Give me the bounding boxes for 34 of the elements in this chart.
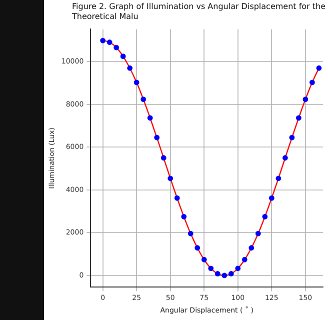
point: [309, 80, 315, 86]
point: [127, 65, 133, 71]
point: [100, 38, 106, 44]
chart-title: Figure 2. Graph of Illumination vs Angular Displacement for the Theoretical Malu: [71, 1, 327, 22]
point: [194, 245, 200, 251]
point: [208, 266, 214, 272]
point: [289, 134, 295, 140]
point: [140, 96, 146, 102]
point: [147, 115, 153, 121]
point: [120, 54, 126, 60]
point: [296, 115, 302, 121]
point: [255, 230, 261, 236]
point: [302, 96, 308, 102]
point: [154, 134, 160, 140]
point: [316, 65, 322, 71]
point: [235, 266, 241, 272]
point: [114, 44, 120, 50]
point: [160, 155, 166, 161]
point: [268, 195, 274, 201]
point: [201, 256, 207, 262]
point: [168, 176, 174, 182]
point: [188, 230, 194, 236]
point: [228, 271, 234, 276]
point: [282, 155, 288, 161]
point: [134, 80, 140, 86]
point: [242, 256, 248, 262]
point: [222, 272, 228, 278]
point: [174, 195, 180, 201]
point: [181, 214, 187, 220]
point: [214, 271, 220, 276]
point: [248, 245, 254, 251]
point: [106, 40, 112, 45]
point: [262, 214, 268, 220]
point: [276, 176, 282, 182]
